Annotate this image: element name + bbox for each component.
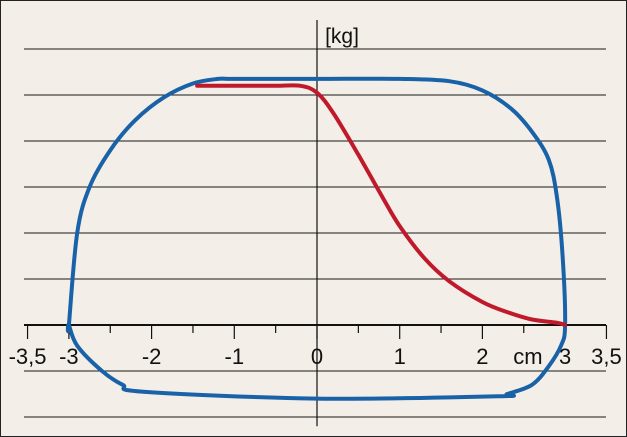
x-tick-label-1: -3 [59,344,79,369]
series-group [65,76,568,401]
x-tick-label-8: 3,5 [591,344,622,369]
series-line-blue [65,76,568,401]
x-tick-label-2: -2 [142,344,162,369]
x-tick-label-3: -1 [225,344,245,369]
gridlines [24,48,606,418]
x-unit-label: cm [513,344,542,369]
series-line-red [195,83,568,327]
x-tick-label-4: 0 [311,344,323,369]
y-unit-label: [kg] [325,25,359,48]
x-tick-label-7: 3 [559,344,571,369]
tick-labels: -3,5 -3 -2 -1 0 1 2 3 3,5 [9,344,622,369]
x-tick-label-0: -3,5 [9,344,47,369]
x-tick-label-6: 2 [476,344,488,369]
x-tick-label-5: 1 [394,344,406,369]
x-ticks [26,325,608,339]
